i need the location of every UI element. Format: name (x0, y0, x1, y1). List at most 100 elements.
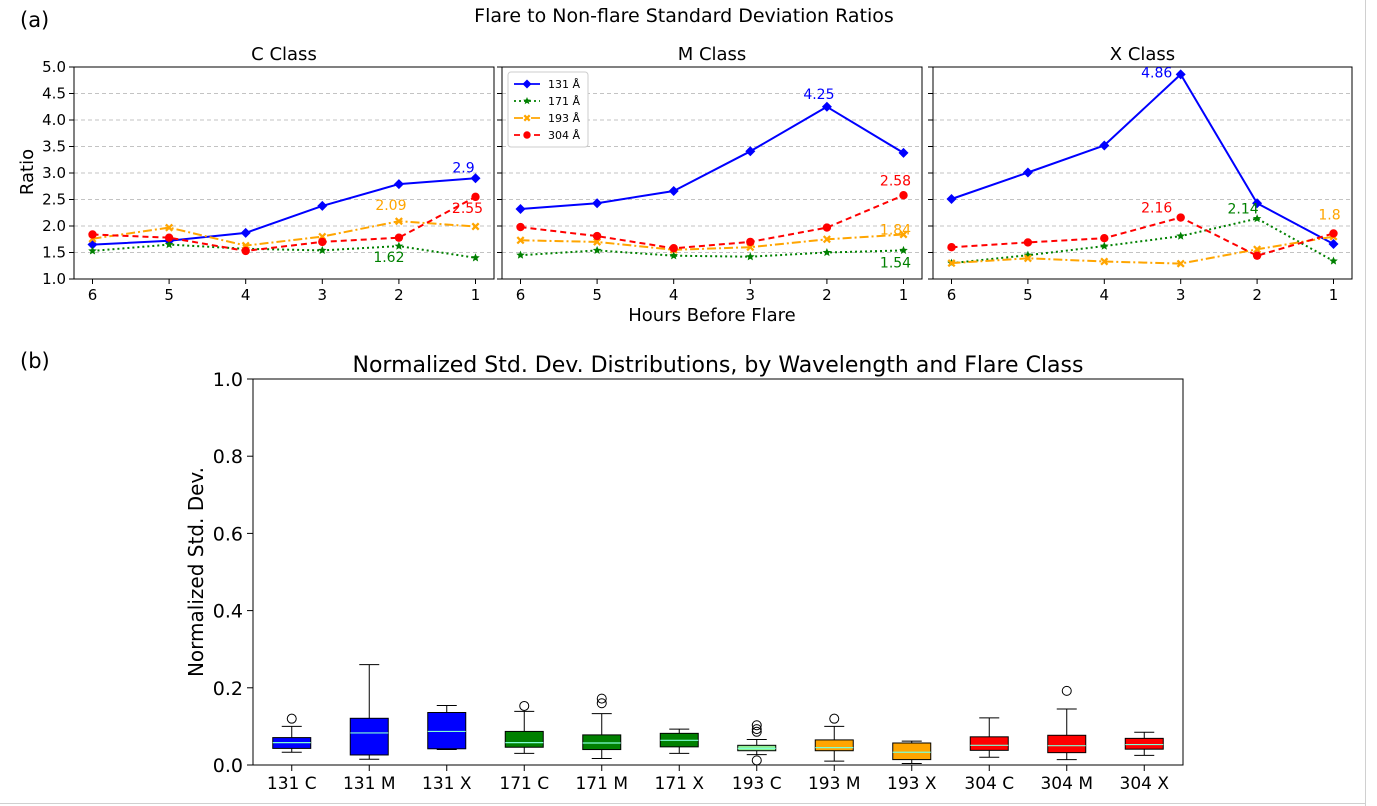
x-tick-label: 193 X (887, 774, 937, 794)
data-point (1022, 167, 1033, 178)
x-tick-label: 1 (899, 286, 909, 304)
box-outlier (829, 713, 840, 724)
data-label: 2.09 (375, 198, 406, 214)
y-tick-label: 0.4 (213, 601, 243, 623)
data-label: 1.84 (880, 222, 911, 238)
series-line-193 (951, 235, 1334, 265)
x-tick-label: 5 (592, 286, 602, 304)
data-point (1023, 254, 1032, 263)
data-point (947, 243, 956, 252)
data-point (668, 186, 679, 197)
data-point (899, 230, 908, 239)
box-outlier (751, 726, 762, 737)
y-tick-label: 0.0 (213, 755, 243, 777)
y-tick-label: 1.5 (42, 244, 66, 262)
data-point (822, 248, 832, 257)
data-point (164, 240, 174, 249)
y-tick-label: 0.6 (213, 523, 243, 545)
series-line-131 (951, 73, 1334, 245)
line-chart-title: M Class (678, 44, 747, 65)
data-point (1100, 241, 1109, 250)
data-point (1329, 229, 1338, 238)
box-iqr (814, 739, 854, 752)
x-tick-label: 3 (318, 286, 328, 304)
x-tick-label: 3 (1176, 286, 1186, 304)
x-tick-label: 1 (471, 286, 481, 304)
data-point (745, 146, 756, 157)
box-outlier (596, 693, 607, 704)
x-tick-label: 6 (516, 286, 526, 304)
x-tick-label: 4 (241, 286, 251, 304)
legend-marker (523, 114, 531, 122)
series-line-304 (520, 194, 904, 250)
y-tick-label: 2.5 (42, 191, 66, 209)
data-label: 2.16 (1141, 201, 1172, 217)
data-point (1252, 251, 1262, 260)
x-tick-label: 3 (746, 286, 756, 304)
box-304-c (969, 717, 1009, 758)
box-171-x (659, 728, 699, 754)
series-line-193 (92, 220, 476, 247)
data-point (899, 191, 908, 200)
x-tick-label: 131 X (422, 774, 472, 794)
box-131-x (427, 705, 467, 751)
data-point (669, 244, 678, 253)
data-point (592, 245, 602, 255)
data-point (1329, 256, 1338, 265)
line-chart-title: X Class (1110, 44, 1175, 65)
panel-a-ylabel: Ratio (17, 149, 38, 195)
y-tick-label: 0.8 (213, 446, 243, 468)
data-label: 2.58 (880, 173, 911, 189)
data-point (516, 236, 525, 245)
box-iqr (504, 730, 544, 748)
box-outlier (751, 720, 762, 731)
box-outlier (286, 713, 297, 724)
legend-marker (523, 131, 531, 139)
box-iqr (582, 734, 622, 751)
data-point (394, 241, 404, 250)
box-outlier (751, 724, 762, 735)
charts-layer: C Class 1.0 1.5 2.0 2.5 3.0 3.5 4.0 4.5 5.0 6 5 4 3 2 1… (42, 44, 1353, 794)
box-iqr (349, 717, 389, 756)
data-point (1099, 140, 1110, 151)
box-131-m (349, 664, 389, 760)
y-tick-label: 1.0 (42, 270, 66, 288)
series-line-131 (92, 177, 476, 246)
box-193-m (814, 713, 854, 762)
box-171-c (504, 700, 544, 754)
y-tick-label: 4.0 (42, 111, 66, 129)
box-plot-frame (252, 378, 1184, 766)
x-tick-label: 304 X (1120, 774, 1170, 794)
data-point (593, 237, 602, 246)
box-193-x (892, 740, 932, 764)
series-line-171 (520, 249, 904, 258)
legend-marker (522, 79, 532, 89)
line-chart-c-class: C Class 1.0 1.5 2.0 2.5 3.0 3.5 4.0 4.5 5.0 6 5 4 3 2 1… (42, 44, 495, 304)
data-point (471, 253, 480, 262)
legend-entry: 171 Å (548, 95, 580, 108)
data-point (470, 173, 481, 184)
box-iqr (969, 736, 1009, 751)
data-point (318, 237, 327, 247)
x-tick-label: 171 X (655, 774, 705, 794)
x-tick-label: 131 C (267, 774, 317, 794)
box-iqr (427, 712, 467, 750)
data-point (88, 246, 97, 255)
data-point (240, 227, 251, 238)
data-point (394, 217, 403, 226)
panel-a-xlabel: Hours Before Flare (628, 305, 796, 326)
legend-marker (523, 97, 531, 105)
data-point (317, 200, 328, 211)
x-tick-label: 131 M (343, 774, 396, 794)
data-label: 1.8 (1318, 208, 1340, 224)
data-point (164, 233, 174, 242)
box-304-m (1047, 685, 1087, 761)
panel-b-label: (b) (20, 349, 50, 373)
data-point (1100, 257, 1109, 266)
data-point (515, 204, 526, 215)
series-line-304 (92, 196, 476, 252)
data-point (1100, 233, 1109, 243)
x-tick-label: 2 (822, 286, 832, 304)
line-chart-title: C Class (251, 44, 317, 65)
